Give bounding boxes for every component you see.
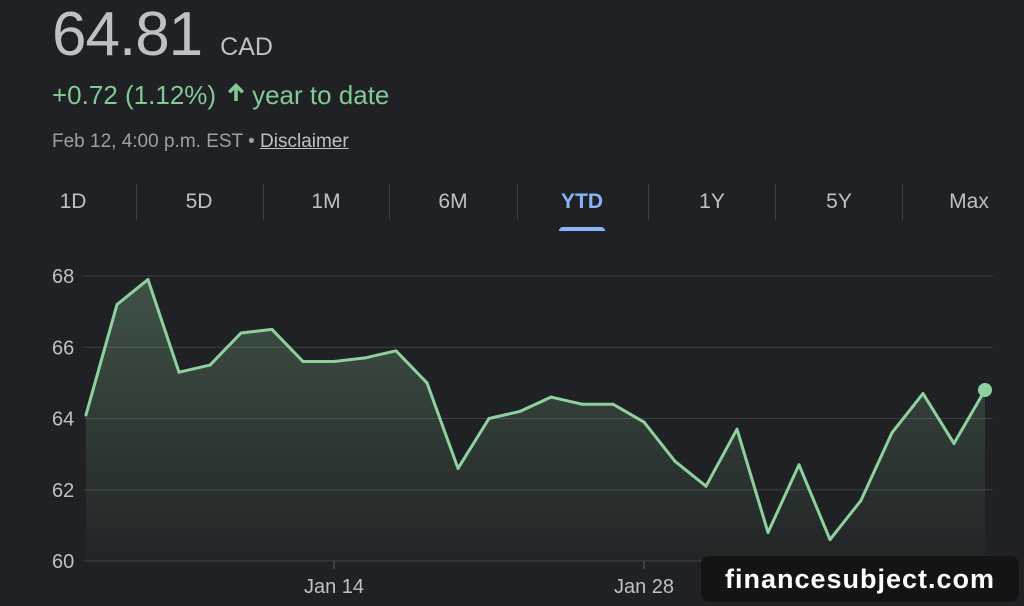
range-tabs: 1D 5D 1M 6M YTD 1Y 5Y Max <box>0 180 1024 231</box>
price-point <box>952 441 956 445</box>
price-point <box>704 484 708 488</box>
price-point <box>456 466 460 470</box>
price-point <box>797 463 801 467</box>
timestamp: Feb 12, 4:00 p.m. EST <box>52 131 243 152</box>
price-point <box>270 327 274 331</box>
price-point <box>642 420 646 424</box>
y-tick-label: 68 <box>52 266 74 288</box>
price-chart[interactable]: 68 66 64 62 60 Jan 14 Jan 28 <box>0 250 1024 606</box>
current-price: 64.81 <box>52 0 203 69</box>
tab-divider <box>517 184 518 220</box>
price-point <box>425 381 429 385</box>
price-point <box>518 409 522 413</box>
disclaimer-link[interactable]: Disclaimer <box>260 131 349 152</box>
price-point <box>332 360 336 363</box>
tab-1y[interactable]: 1Y <box>699 190 725 213</box>
price-area <box>86 279 985 561</box>
price-point <box>921 392 925 396</box>
price-point <box>611 402 615 406</box>
tab-1m[interactable]: 1M <box>311 190 341 213</box>
arrow-up-icon <box>226 81 246 110</box>
price-point <box>394 349 398 353</box>
price-point <box>580 402 584 406</box>
price-change: +0.72 (1.12%) year to date <box>52 80 389 111</box>
price-point <box>766 531 770 534</box>
last-price-marker <box>978 383 992 397</box>
tab-max[interactable]: Max <box>949 190 989 213</box>
price-point <box>890 431 894 435</box>
price-point <box>177 370 181 374</box>
price-point <box>549 395 553 399</box>
price-point <box>828 538 832 542</box>
price-line <box>84 278 987 542</box>
price-point <box>208 363 212 367</box>
change-value: +0.72 (1.12%) <box>52 80 217 110</box>
tab-divider <box>648 184 649 220</box>
price-point <box>301 360 305 363</box>
x-axis: Jan 14 Jan 28 <box>304 561 674 598</box>
y-tick-label: 64 <box>52 409 74 431</box>
price-point <box>673 459 677 463</box>
price-header: 64.81 CAD <box>52 0 273 70</box>
tab-ytd[interactable]: YTD <box>549 180 615 231</box>
separator-dot: • <box>248 131 255 152</box>
tab-divider <box>136 184 137 220</box>
tab-divider <box>902 184 903 220</box>
y-tick-label: 66 <box>52 337 74 359</box>
currency-label: CAD <box>220 33 273 61</box>
active-tab-indicator <box>559 227 605 231</box>
change-period: year to date <box>252 80 390 110</box>
tab-5y[interactable]: 5Y <box>826 190 852 213</box>
tab-divider <box>263 184 264 220</box>
watermark: financesubject.com <box>701 556 1019 602</box>
price-point <box>735 427 739 431</box>
tab-divider <box>389 184 390 220</box>
y-tick-label: 62 <box>52 480 74 502</box>
tab-6m[interactable]: 6M <box>438 190 468 213</box>
tab-1d[interactable]: 1D <box>59 190 87 213</box>
price-point <box>859 498 863 502</box>
tab-divider <box>775 184 776 220</box>
quote-meta: Feb 12, 4:00 p.m. EST • Disclaimer <box>52 131 349 153</box>
x-tick-label: Jan 28 <box>614 576 674 598</box>
price-point <box>487 417 491 420</box>
tab-5d[interactable]: 5D <box>185 190 213 213</box>
price-point <box>146 278 150 282</box>
price-point <box>239 331 243 335</box>
price-point <box>84 413 88 417</box>
price-point <box>115 303 119 306</box>
y-axis: 68 66 64 62 60 <box>52 266 74 573</box>
x-tick-label: Jan 14 <box>304 576 364 598</box>
price-points <box>84 278 992 542</box>
price-point <box>363 356 367 360</box>
y-tick-label: 60 <box>52 551 74 573</box>
